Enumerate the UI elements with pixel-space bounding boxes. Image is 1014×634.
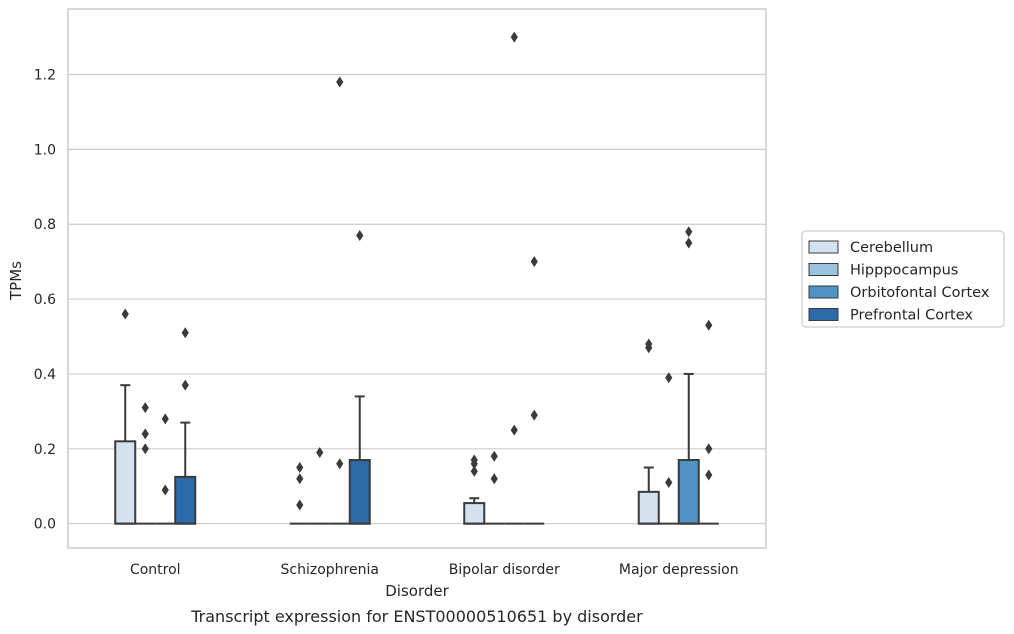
box-group — [114, 308, 137, 525]
outlier-point — [121, 308, 129, 320]
outlier-point — [705, 443, 713, 455]
box-group — [484, 450, 505, 525]
x-tick-label: Major depression — [619, 562, 739, 578]
box — [174, 475, 197, 525]
box — [637, 490, 660, 525]
legend-label: Hipppocampus — [850, 263, 958, 279]
outlier-point — [530, 256, 538, 268]
outlier-point — [665, 372, 673, 384]
outlier-point — [530, 409, 538, 421]
legend: Cerebellum Hipppocampus Orbitofontal Corte… — [801, 230, 1005, 328]
legend-swatch — [808, 263, 839, 276]
outlier-point — [181, 327, 189, 339]
outlier-point — [296, 473, 304, 485]
x-tick-label: Bipolar disorder — [449, 562, 560, 578]
outlier-point — [161, 413, 169, 425]
y-tick-label: 0.0 — [34, 517, 56, 533]
y-tick-label: 0.8 — [34, 217, 56, 233]
y-tick-label: 0.4 — [34, 367, 56, 383]
outlier-point — [470, 458, 478, 470]
box-group — [637, 338, 660, 525]
x-tick-label: Control — [130, 562, 181, 578]
x-axis-label: Disorder — [385, 582, 449, 600]
y-tick-label: 1.2 — [34, 68, 56, 84]
legend-label: Prefrontal Cortex — [850, 308, 973, 324]
outlier-point — [510, 424, 518, 436]
outlier-point — [336, 458, 344, 470]
box — [463, 502, 486, 525]
legend-swatch — [808, 308, 839, 321]
box-group — [463, 454, 486, 525]
outlier-point — [665, 476, 673, 488]
outlier-point — [490, 473, 498, 485]
x-tick-label: Schizophrenia — [281, 562, 379, 578]
x-axis-ticks: Control Schizophrenia Bipolar disorder Majo… — [130, 562, 739, 578]
outlier-point — [470, 465, 478, 477]
plot-frame — [67, 8, 767, 549]
y-tick-label: 0.6 — [34, 292, 56, 308]
box-group — [289, 462, 310, 525]
legend-label: Cerebellum — [850, 240, 933, 256]
outlier-point — [296, 499, 304, 511]
outlier-point — [705, 469, 713, 481]
y-axis-label: TPMs — [7, 261, 25, 301]
outlier-point — [316, 447, 324, 459]
legend-frame — [801, 230, 1005, 328]
outlier-point — [685, 237, 693, 249]
outlier-point — [510, 31, 518, 43]
outlier-point — [161, 484, 169, 496]
box — [114, 440, 137, 525]
outlier-point — [181, 379, 189, 391]
grid-lines — [68, 73, 766, 525]
box-group — [698, 319, 719, 525]
outlier-point — [705, 319, 713, 331]
box-group — [677, 226, 700, 525]
box-group — [135, 402, 156, 525]
box-group — [524, 256, 545, 525]
outlier-point — [685, 226, 693, 238]
legend-label: Orbitofontal Cortex — [850, 285, 990, 301]
outlier-point — [141, 428, 149, 440]
box-group — [504, 31, 525, 525]
legend-swatch — [808, 285, 839, 299]
y-tick-label: 1.0 — [34, 142, 56, 158]
box — [677, 459, 700, 525]
box-group — [309, 447, 330, 525]
box-group — [348, 229, 371, 525]
figure-caption: Transcript expression for ENST0000051065… — [190, 607, 643, 626]
outlier-point — [296, 462, 304, 474]
y-tick-label: 0.2 — [34, 442, 56, 458]
box-group — [174, 327, 197, 525]
plot-marks — [114, 31, 719, 525]
outlier-point — [356, 229, 364, 241]
box-group — [329, 76, 350, 525]
box-group — [658, 372, 679, 525]
legend-swatch — [808, 240, 839, 254]
outlier-point — [490, 450, 498, 462]
outlier-point — [141, 443, 149, 455]
box — [348, 459, 371, 525]
outlier-point — [645, 342, 653, 354]
box-group — [155, 413, 176, 525]
outlier-point — [141, 402, 149, 414]
y-axis-ticks: 0.0 0.2 0.4 0.6 0.8 1.0 1.2 — [34, 68, 56, 533]
outlier-point — [336, 76, 344, 88]
